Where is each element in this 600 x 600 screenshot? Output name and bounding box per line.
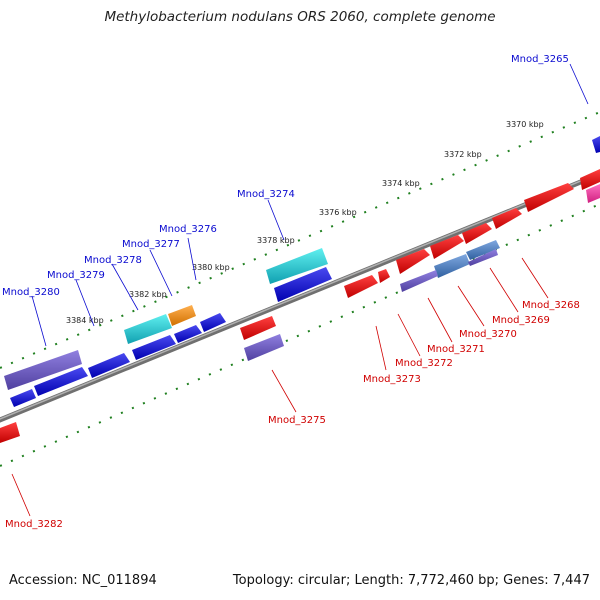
map-title: Methylobacterium nodulans ORS 2060, comp…	[104, 9, 496, 25]
gene-mnod-3265[interactable]	[592, 136, 600, 153]
gene-blue-b6[interactable]	[34, 367, 88, 396]
gene-red-a1[interactable]	[580, 169, 600, 190]
scale-label-3380: 3380 kbp	[192, 263, 230, 272]
scale-label-3376: 3376 kbp	[319, 208, 357, 217]
label-mnod-3276[interactable]: Mnod_3276	[159, 224, 217, 235]
label-mnod-3265[interactable]: Mnod_3265	[511, 54, 569, 65]
gene-red-a4[interactable]	[462, 223, 492, 244]
gene-blue-b7[interactable]	[10, 389, 36, 407]
label-mnod-3275[interactable]: Mnod_3275	[268, 415, 326, 426]
gene-mnod-3275[interactable]	[244, 334, 284, 361]
gene-red-a8[interactable]	[344, 275, 378, 298]
gene-red-a6[interactable]	[396, 249, 430, 274]
outer-tick-ruler	[0, 111, 600, 369]
genome-summary-text: Topology: circular; Length: 7,772,460 bp…	[232, 573, 590, 588]
gene-mnod-3276[interactable]	[168, 305, 196, 326]
gene-rna-a1[interactable]	[400, 270, 438, 292]
gene-blue-b1[interactable]	[274, 267, 332, 302]
gene-red-a2[interactable]	[524, 183, 574, 212]
gene-blue-b2[interactable]	[200, 313, 226, 332]
label-mnod-3273[interactable]: Mnod_3273	[363, 374, 421, 385]
accession-text: Accession: NC_011894	[9, 573, 157, 588]
label-mnod-3279[interactable]: Mnod_3279	[47, 270, 105, 281]
gene-red-a7[interactable]	[378, 269, 390, 283]
gene-rna-a2[interactable]	[468, 249, 498, 266]
reverse-genes	[0, 316, 284, 443]
label-mnod-3282[interactable]: Mnod_3282	[5, 519, 63, 530]
inner-tick-ruler	[0, 203, 600, 467]
scale-label-3382: 3382 kbp	[129, 290, 167, 299]
scale-label-3384: 3384 kbp	[66, 316, 104, 325]
scale-label-3370: 3370 kbp	[506, 120, 544, 129]
gene-mnod-3274[interactable]	[266, 248, 328, 284]
gene-blue-b4[interactable]	[132, 335, 176, 360]
gene-steel-2[interactable]	[466, 240, 500, 260]
gene-blue-b5[interactable]	[88, 353, 130, 378]
gene-blue-b3[interactable]	[174, 325, 202, 343]
gene-mnod-3277[interactable]	[124, 314, 172, 344]
label-mnod-3270[interactable]: Mnod_3270	[459, 329, 517, 340]
scale-label-3378: 3378 kbp	[257, 236, 295, 245]
scale-label-3374: 3374 kbp	[382, 179, 420, 188]
label-mnod-3271[interactable]: Mnod_3271	[427, 344, 485, 355]
label-connectors	[11, 63, 589, 517]
label-mnod-3280[interactable]: Mnod_3280	[2, 287, 60, 298]
gene-mnod-3282[interactable]	[0, 422, 20, 443]
genome-backbone	[0, 171, 600, 423]
label-mnod-3272[interactable]: Mnod_3272	[395, 358, 453, 369]
label-mnod-3278[interactable]: Mnod_3278	[84, 255, 142, 266]
genome-backbone-highlight	[0, 172, 600, 420]
scale-label-3372: 3372 kbp	[444, 150, 482, 159]
forward-genes	[4, 136, 600, 407]
label-mnod-3269[interactable]: Mnod_3269	[492, 315, 550, 326]
label-mnod-3274[interactable]: Mnod_3274	[237, 189, 295, 200]
gene-steel-1[interactable]	[434, 254, 470, 278]
label-mnod-3277[interactable]: Mnod_3277	[122, 239, 180, 250]
gene-red-c1[interactable]	[240, 316, 276, 340]
gene-red-a5[interactable]	[430, 235, 464, 259]
gene-mnod-3280[interactable]	[4, 350, 82, 390]
gene-pink[interactable]	[586, 184, 600, 203]
gene-red-a3[interactable]	[492, 208, 522, 229]
label-mnod-3268[interactable]: Mnod_3268	[522, 300, 580, 311]
